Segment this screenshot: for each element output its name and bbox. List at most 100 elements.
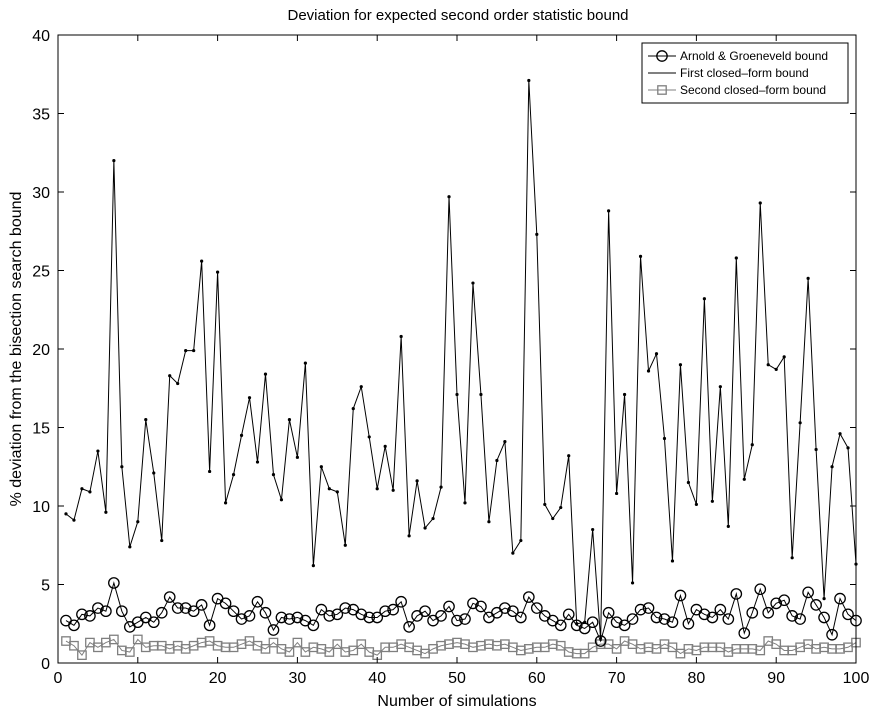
data-point [750,443,754,447]
data-point [530,602,543,614]
legend-item: First closed–form bound [648,66,809,80]
data-point [579,648,590,659]
data-point [315,603,328,616]
data-point [295,455,299,459]
data-point [551,516,555,521]
data-point [307,619,320,632]
data-point [658,613,671,625]
data-point [136,520,140,524]
data-point [555,640,566,651]
legend-label: Second closed–form bound [680,83,826,97]
data-point [275,611,288,624]
y-tick-label: 15 [32,421,50,438]
data-point [471,281,475,285]
axis-ticks: 0 10 20 30 40 50 60 70 80 90 100 0 5 10 15 20 25 30 35 40 [32,28,869,687]
data-point [527,78,531,83]
x-tick-label: 60 [528,670,546,687]
data-point [343,543,347,547]
data-point [642,602,655,614]
data-point [826,628,838,641]
legend-marker [656,50,668,62]
data-point [395,595,407,608]
data-point [615,491,619,496]
data-point [76,608,88,621]
data-point [654,352,659,356]
data-point [479,392,483,397]
data-point [782,355,786,359]
data-point [128,545,132,549]
data-point [168,374,172,378]
data-point [68,619,80,632]
y-tick-label: 10 [32,499,50,516]
data-point [403,621,415,633]
data-point [706,611,719,624]
data-point [810,599,822,611]
data-point [311,564,315,568]
data-point [746,606,759,619]
data-point [503,440,507,444]
data-point [770,597,783,610]
data-point [219,597,232,610]
data-point [192,348,196,353]
data-point [774,367,778,372]
data-point [559,505,563,510]
legend-label: Arnold & Groeneveld bound [680,49,828,63]
data-point [830,465,834,469]
data-point [771,639,782,650]
x-tick-label: 10 [129,670,147,687]
data-point [203,619,216,632]
series-line [65,80,857,640]
data-point [611,644,622,654]
data-point [734,256,738,260]
y-tick-label: 40 [32,28,50,45]
data-point [187,605,200,618]
data-point [72,518,76,522]
data-point [842,608,854,621]
data-point [535,232,539,236]
data-point [355,608,368,621]
data-point [415,479,419,483]
data-point [108,577,120,589]
data-point [359,385,363,389]
data-point [714,603,727,616]
data-point [64,512,68,516]
data-point [195,599,208,611]
data-point [818,611,830,624]
chart-title: Deviation for expected second order stat… [287,7,628,24]
data-point [255,460,260,464]
data-point [726,524,730,529]
data-point [519,538,523,543]
data-point [514,611,527,624]
data-point [77,650,87,661]
data-point [650,611,663,624]
data-point [375,487,379,491]
data-point [152,471,156,475]
data-point [622,392,627,397]
data-point [674,589,687,602]
data-point [602,606,615,619]
data-point [283,613,296,625]
y-tick-label: 35 [32,107,50,124]
data-point [786,610,799,622]
data-point [670,559,675,563]
data-point [762,606,775,619]
data-point [718,385,722,389]
data-point [287,418,292,422]
data-point [738,627,751,640]
data-point [363,611,376,624]
data-point [766,363,770,367]
data-point [356,639,367,650]
legend-label: First closed–form bound [680,66,809,80]
data-point [171,602,184,614]
data-point [591,527,595,532]
data-point [630,581,635,585]
data-point [235,613,248,625]
data-point [184,348,188,353]
data-point [570,619,583,632]
series-1 [64,78,858,642]
data-point [578,622,591,635]
data-point [100,605,112,618]
legend-item: Arnold & Groeneveld bound [648,49,828,63]
data-point [618,619,631,632]
